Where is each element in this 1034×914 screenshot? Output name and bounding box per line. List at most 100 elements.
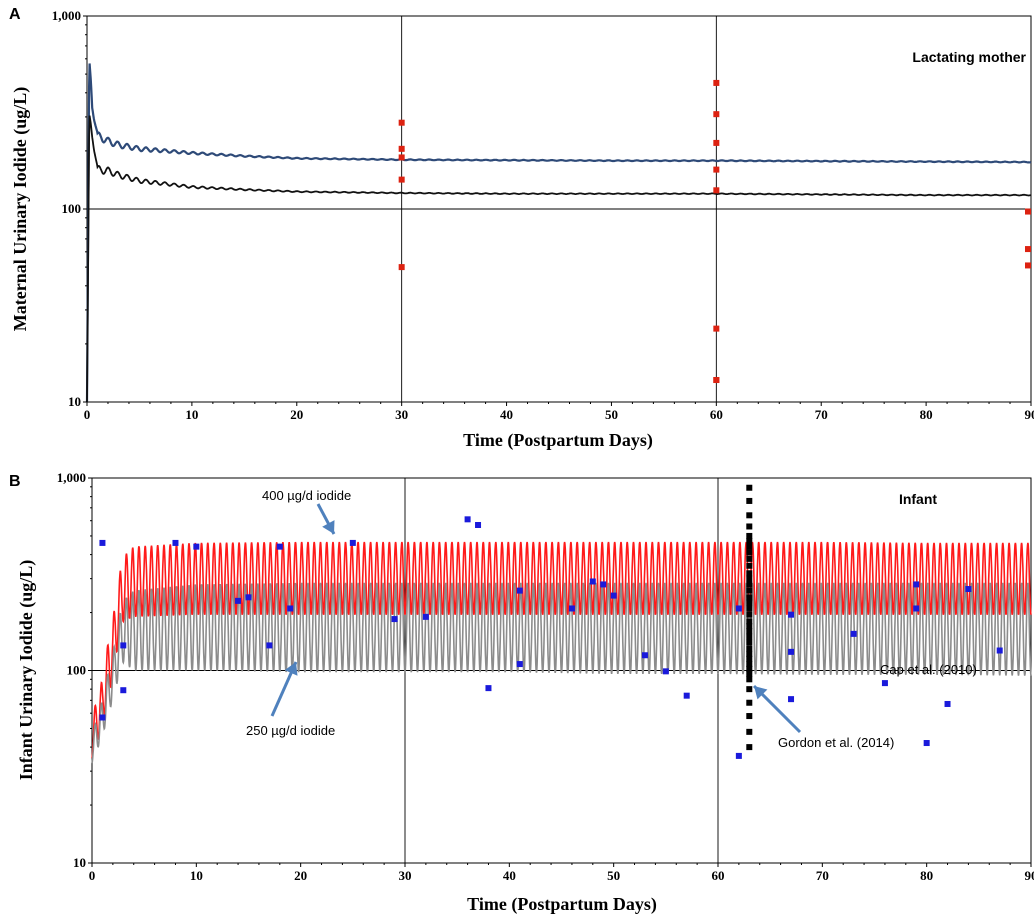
x-tick-label: 90 bbox=[1025, 868, 1034, 883]
x-tick-label: 0 bbox=[84, 407, 91, 422]
maternal-observed-point bbox=[398, 176, 405, 183]
panel-a-y-axis-title: Maternal Urinary Iodide (ug/L) bbox=[10, 87, 31, 332]
arrow-400-dose bbox=[316, 503, 336, 535]
arrow-250-dose-head bbox=[284, 662, 298, 676]
x-tick-label: 50 bbox=[607, 868, 620, 883]
y-tick-label: 10 bbox=[73, 855, 86, 870]
maternal-observed-point bbox=[713, 325, 720, 332]
cap-2010-point bbox=[850, 630, 857, 637]
gordon-2014-point bbox=[746, 611, 753, 618]
maternal-observed-point bbox=[1025, 262, 1031, 269]
gordon-2014-point bbox=[746, 628, 753, 635]
gordon-2014-point bbox=[746, 562, 753, 569]
maternal-observed-point bbox=[398, 145, 405, 152]
gordon-2014-point bbox=[746, 497, 753, 504]
gordon-2014-point bbox=[746, 543, 753, 550]
panel-a-lines bbox=[85, 63, 1032, 403]
gordon-2014-point bbox=[746, 570, 753, 577]
cap-2010-point bbox=[391, 616, 398, 623]
x-tick-label: 70 bbox=[816, 868, 829, 883]
annotation-400-dose: 400 µg/d iodide bbox=[262, 488, 351, 503]
cap-2010-point bbox=[235, 597, 242, 604]
gordon-2014-point bbox=[746, 699, 753, 706]
gordon-2014-point bbox=[746, 605, 753, 612]
gordon-2014-point bbox=[746, 484, 753, 491]
maternal-lower-line bbox=[86, 115, 1032, 403]
x-tick-label: 10 bbox=[185, 407, 198, 422]
maternal-observed-point bbox=[713, 377, 720, 384]
arrow-gordon-2014-head bbox=[754, 686, 768, 700]
cap-2010-point bbox=[683, 692, 690, 699]
panel-b-bands bbox=[91, 541, 1032, 764]
y-tick-label: 100 bbox=[67, 663, 87, 678]
gordon-2014-point bbox=[746, 623, 753, 630]
cap-2010-point bbox=[172, 539, 179, 546]
panel-a-letter: A bbox=[9, 6, 21, 23]
cap-2010-point bbox=[276, 543, 283, 550]
cap-2010-point bbox=[788, 611, 795, 618]
maternal-observed-point bbox=[1025, 208, 1031, 215]
cap-2010-point bbox=[965, 586, 972, 593]
gordon-2014-point bbox=[746, 512, 753, 519]
gordon-2014-point bbox=[746, 686, 753, 693]
annotation-gordon-2014: Gordon et al. (2014) bbox=[778, 735, 894, 750]
gordon-2014-point bbox=[746, 555, 753, 562]
cap-2010-point bbox=[266, 642, 273, 649]
panel-a-x-ticks: 0 10 20 30 40 50 60 70 80 90 bbox=[84, 402, 1034, 422]
x-tick-label: 60 bbox=[712, 868, 725, 883]
gordon-2014-point bbox=[746, 633, 753, 640]
cap-2010-point bbox=[600, 581, 607, 588]
cap-2010-point bbox=[913, 605, 920, 612]
gordon-2014-point bbox=[746, 639, 753, 646]
cap-2010-point bbox=[881, 680, 888, 687]
cap-2010-point bbox=[120, 642, 127, 649]
cap-2010-point bbox=[788, 648, 795, 655]
x-tick-label: 40 bbox=[503, 868, 516, 883]
arrow-400-dose-head bbox=[322, 520, 335, 534]
gordon-2014-point bbox=[746, 538, 753, 545]
panel-b-arrows bbox=[270, 503, 802, 734]
panel-b-x-ticks: 0 10 20 30 40 50 60 70 80 90 bbox=[89, 863, 1034, 883]
maternal-observed-point bbox=[713, 187, 720, 194]
panel-a-x-axis-title: Time (Postpartum Days) bbox=[463, 430, 653, 451]
y-tick-label: 1,000 bbox=[57, 470, 86, 485]
gordon-2014-point bbox=[746, 728, 753, 735]
panel-a-corner-label: Lactating mother bbox=[912, 49, 1026, 65]
panel-b-letter: B bbox=[9, 473, 21, 490]
cap-2010-point bbox=[245, 594, 252, 601]
cap-2010-point bbox=[516, 661, 523, 668]
cap-2010-point bbox=[662, 668, 669, 675]
x-tick-label: 0 bbox=[89, 868, 96, 883]
cap-2010-point bbox=[99, 539, 106, 546]
cap-2010-point bbox=[475, 521, 482, 528]
gordon-2014-point bbox=[746, 581, 753, 588]
panel-b-y-axis-title: Infant Urinary Iodide (ug/L) bbox=[16, 560, 37, 781]
cap-2010-point bbox=[193, 543, 200, 550]
y-tick-label: 1,000 bbox=[52, 8, 81, 23]
panel-a-points bbox=[398, 79, 1031, 384]
band-250-dose bbox=[91, 582, 1032, 764]
maternal-observed-point bbox=[398, 264, 405, 271]
x-tick-label: 50 bbox=[605, 407, 618, 422]
gordon-2014-point bbox=[746, 587, 753, 594]
gordon-2014-point bbox=[746, 744, 753, 751]
x-tick-label: 20 bbox=[290, 407, 303, 422]
cap-2010-point bbox=[485, 685, 492, 692]
gordon-2014-point bbox=[746, 523, 753, 530]
maternal-observed-point bbox=[398, 119, 405, 126]
y-tick-label: 10 bbox=[68, 394, 81, 409]
x-tick-label: 30 bbox=[395, 407, 408, 422]
gordon-2014-point bbox=[746, 549, 753, 556]
x-tick-label: 10 bbox=[190, 868, 203, 883]
cap-2010-point bbox=[735, 752, 742, 759]
panel-a-y-ticks: 10 100 1,000 bbox=[52, 8, 87, 409]
cap-2010-point bbox=[516, 587, 523, 594]
gordon-2014-point bbox=[746, 655, 753, 662]
panel-b-y-ticks: 10 100 1,000 bbox=[57, 470, 92, 870]
maternal-observed-point bbox=[713, 139, 720, 146]
gordon-2014-point bbox=[746, 575, 753, 582]
cap-2010-point bbox=[568, 605, 575, 612]
